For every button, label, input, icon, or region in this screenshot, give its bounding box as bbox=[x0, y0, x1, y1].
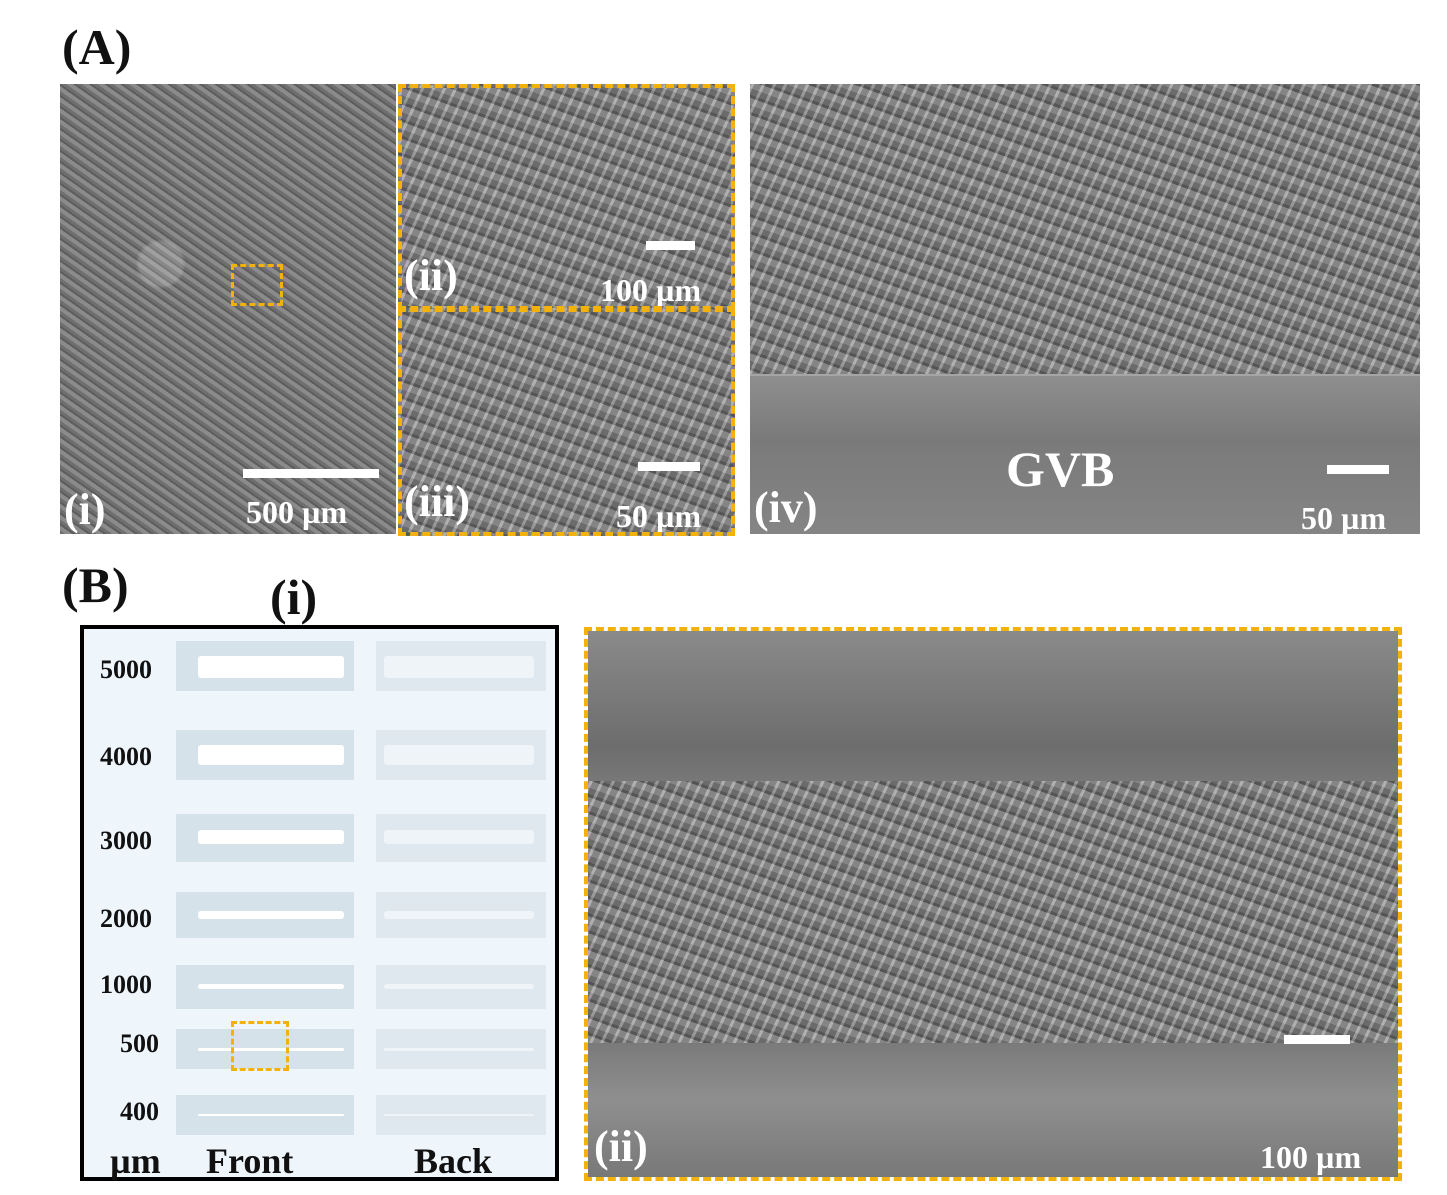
width-label: 1000 bbox=[100, 970, 152, 999]
gvb-layer bbox=[750, 374, 1420, 534]
sub-label-iii: (iii) bbox=[404, 477, 470, 526]
panel-a-letter: (A) bbox=[62, 19, 132, 75]
scale-label: 500 µm bbox=[246, 494, 348, 530]
back-label: Back bbox=[414, 1141, 493, 1181]
scale-bar bbox=[638, 462, 700, 471]
scale-label: 100 µm bbox=[600, 272, 702, 308]
sub-label-b-ii: (ii) bbox=[594, 1122, 648, 1171]
fiber-layer bbox=[750, 84, 1420, 384]
scale-label: 50 µm bbox=[616, 498, 702, 534]
scale-bar bbox=[243, 469, 379, 478]
photo-channels: 5000 4000 3000 2000 1000 500 400 µm Fron… bbox=[80, 625, 559, 1181]
sub-label-b-i: (i) bbox=[270, 569, 318, 625]
scale-label: 100 µm bbox=[1260, 1139, 1362, 1175]
panel-b-letter: (B) bbox=[62, 557, 129, 613]
scale-bar bbox=[646, 241, 695, 250]
sub-label-ii: (ii) bbox=[404, 251, 458, 300]
width-label: 2000 bbox=[100, 904, 152, 933]
sem-image-a-i: 500 µm (i) bbox=[60, 84, 396, 534]
fiber-channel bbox=[588, 781, 1398, 1049]
scale-label: 50 µm bbox=[1301, 500, 1387, 534]
scale-bar bbox=[1284, 1035, 1350, 1044]
sub-label-iv: (iv) bbox=[754, 483, 818, 532]
region-label-gvb: GVB bbox=[1006, 441, 1115, 497]
width-label: 4000 bbox=[100, 742, 152, 771]
front-label: Front bbox=[206, 1141, 294, 1181]
width-label: 3000 bbox=[100, 826, 152, 855]
unit-label: µm bbox=[110, 1141, 161, 1181]
width-label: 400 bbox=[120, 1097, 159, 1126]
front-strip-column bbox=[176, 633, 354, 1135]
sem-image-a-iv: GVB 50 µm (iv) bbox=[750, 84, 1420, 534]
upper-barrier bbox=[588, 631, 1398, 796]
lower-barrier bbox=[588, 1043, 1398, 1177]
zoom-region-marker bbox=[231, 1021, 289, 1071]
width-label: 5000 bbox=[100, 655, 152, 684]
sem-image-a-iii: 50 µm (iii) bbox=[398, 308, 735, 536]
zoom-region-marker bbox=[231, 264, 283, 306]
back-strip-column bbox=[376, 633, 546, 1135]
scale-bar bbox=[1327, 465, 1389, 474]
sem-image-b-ii: 100 µm (ii) bbox=[584, 627, 1402, 1181]
sem-image-a-ii: 100 µm (ii) bbox=[398, 84, 735, 310]
sub-label-i: (i) bbox=[64, 485, 106, 534]
width-label: 500 bbox=[120, 1029, 159, 1058]
